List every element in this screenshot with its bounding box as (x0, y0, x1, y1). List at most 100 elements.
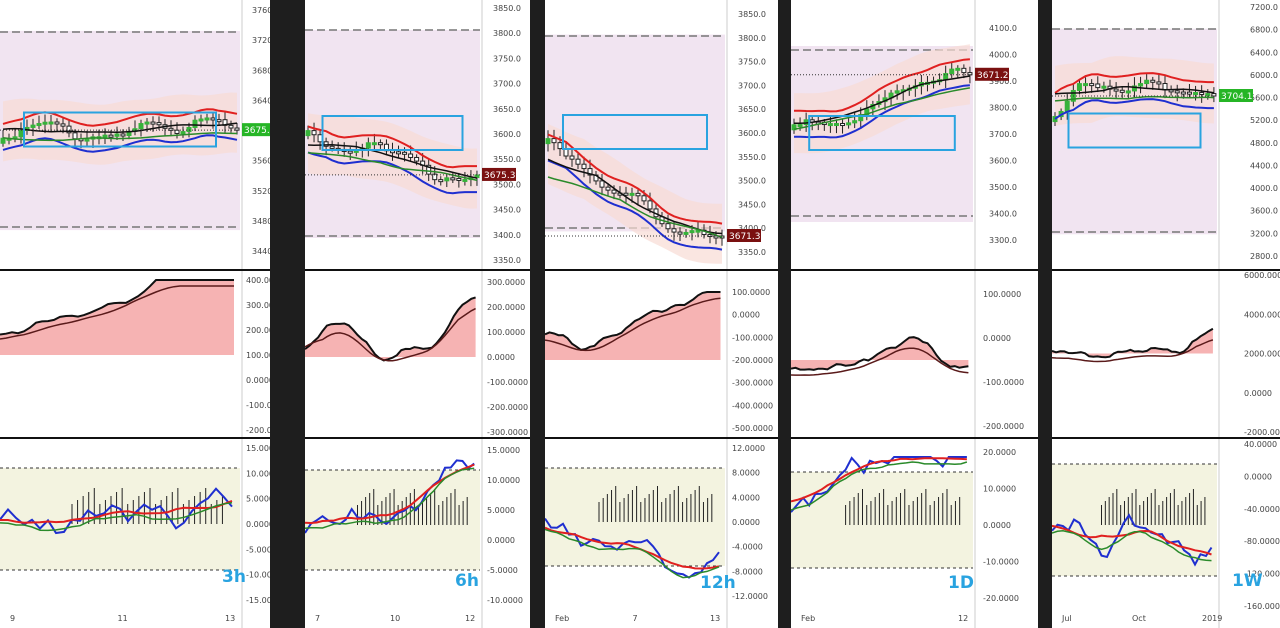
candle-body (426, 164, 432, 175)
oscillator-main-line (791, 336, 969, 371)
candle-body (365, 142, 371, 149)
candle-body (581, 163, 587, 170)
price-tick-label: 3800.0 (738, 34, 766, 43)
price-tick-label: 3750.0 (738, 58, 766, 67)
momentum-tick-label: 10.0000 (487, 476, 520, 485)
price-tick-label: 3400.0 (738, 224, 766, 233)
momentum-tick-label: 15.0000 (246, 444, 270, 453)
momentum-blue-line (0, 487, 233, 535)
last-price-value: 3671.2 (977, 71, 1009, 81)
price-tick-label: 6800.0 (1250, 26, 1278, 35)
candle-body (186, 126, 192, 133)
candle-body (949, 68, 955, 75)
candle-body (689, 230, 695, 234)
momentum-tick-label: 0.0000 (732, 518, 760, 527)
price-tick-label: 3200.0 (1250, 229, 1278, 238)
pane-separator (1052, 437, 1280, 439)
x-tick-label: 12 (465, 614, 475, 623)
oscillator-tick-label: 0.0000 (1244, 389, 1272, 398)
candle-body (852, 120, 858, 124)
candle-body (1076, 83, 1082, 91)
candle-body (1131, 85, 1137, 92)
oscillator-signal-line (791, 347, 969, 376)
price-tick-label: 3800.0 (989, 104, 1017, 113)
candle-body (371, 142, 377, 146)
oscillator-tick-label: 100.0000 (983, 290, 1021, 299)
momentum-green-line (305, 467, 475, 530)
chart-svg: 3760.03720.03680.03640.03600.03560.03520… (0, 0, 270, 628)
momentum-red-line (791, 457, 967, 503)
oscillator-tick-label: 0.0000 (732, 311, 760, 320)
annotation-box (562, 114, 708, 150)
oscillator-signal-line (545, 297, 721, 352)
candle-body (396, 151, 402, 155)
candle-body (840, 123, 846, 127)
red-band-line (307, 125, 477, 169)
oscillator-tick-label: -2000.0000 (1244, 428, 1280, 437)
candle-body (1205, 93, 1211, 97)
timeframe-label: 1D (948, 573, 974, 593)
price-tick-label: 3440.0 (252, 247, 270, 256)
chart-svg: 7200.0 6800.0 6400.0 6000.0 5600.0 5200.0 4800… (1052, 0, 1280, 628)
candle-body (683, 231, 689, 235)
candle-body (791, 124, 797, 131)
price-tick-label: 7200.0 (1250, 3, 1278, 12)
candle-body (1101, 85, 1107, 89)
x-tick-label: 13 (710, 614, 720, 623)
annotation-box (808, 115, 956, 151)
candle-body (30, 124, 36, 128)
candle-body (1150, 79, 1156, 83)
last-price-value: 3675.3 (244, 126, 270, 136)
timeframe-label: 1W (1232, 571, 1263, 591)
candle-body (1144, 79, 1150, 85)
price-envelope-band (3, 92, 237, 165)
price-tick-label: 3500.0 (989, 183, 1017, 192)
momentum-tick-label: -12.0000 (732, 592, 768, 601)
price-tick-label: 3350.0 (493, 256, 521, 265)
oscillator-tick-label: 100.0000 (732, 288, 770, 297)
candle-body (210, 117, 216, 121)
price-tick-label: 3480.0 (252, 217, 270, 226)
blue-band-line (793, 84, 970, 139)
oscillator-tick-label: -100.0000 (246, 401, 270, 410)
candle-body (1125, 90, 1131, 94)
candle-body (1211, 93, 1217, 97)
timeframe-label: 3h (222, 567, 246, 587)
last-price-tag (975, 67, 1009, 81)
momentum-tick-label: -10.0000 (983, 558, 1019, 567)
pane-separator (0, 269, 270, 271)
last-price-tag (727, 229, 761, 242)
momentum-tick-label: -5.0000 (246, 545, 270, 554)
candle-body (557, 142, 563, 150)
oscillator-tick-label: 0.0000 (487, 353, 515, 362)
oscillator-tick-label: 0.0000 (246, 376, 270, 385)
momentum-tick-label: 10.0000 (983, 485, 1016, 494)
candle-body (955, 67, 961, 71)
momentum-tick-label: -10.0000 (487, 596, 523, 605)
red-band-line (793, 58, 970, 113)
momentum-tick-label: 12.0000 (732, 444, 765, 453)
candle-body (551, 138, 557, 144)
oscillator-tick-label: -200.0000 (983, 422, 1024, 431)
last-price-tag (482, 167, 516, 181)
momentum-green-line (1052, 530, 1212, 562)
price-tick-label: 3640.0 (252, 96, 270, 105)
candle-body (1119, 89, 1125, 93)
price-tick-label: 5200.0 (1250, 116, 1278, 125)
momentum-tick-label: -5.0000 (487, 566, 518, 575)
price-tick-label: 6400.0 (1250, 48, 1278, 57)
price-tick-label: 2800.0 (1250, 252, 1278, 261)
candle-body (462, 178, 468, 182)
price-tick-label: 3400.0 (989, 210, 1017, 219)
oscillator-tick-label: -400.0000 (732, 401, 773, 410)
oscillator-tick-label: 200.0000 (487, 303, 525, 312)
oscillator-tick-label: -300.0000 (487, 428, 528, 437)
candle-body (961, 67, 967, 74)
momentum-tick-label: -4.0000 (732, 543, 763, 552)
candle-body (599, 180, 605, 188)
oscillator-tick-label: 200.0000 (246, 326, 270, 335)
oscillator-signal-line (0, 285, 234, 340)
price-tick-label: 3650.0 (493, 105, 521, 114)
x-tick-label: Feb (801, 614, 815, 623)
